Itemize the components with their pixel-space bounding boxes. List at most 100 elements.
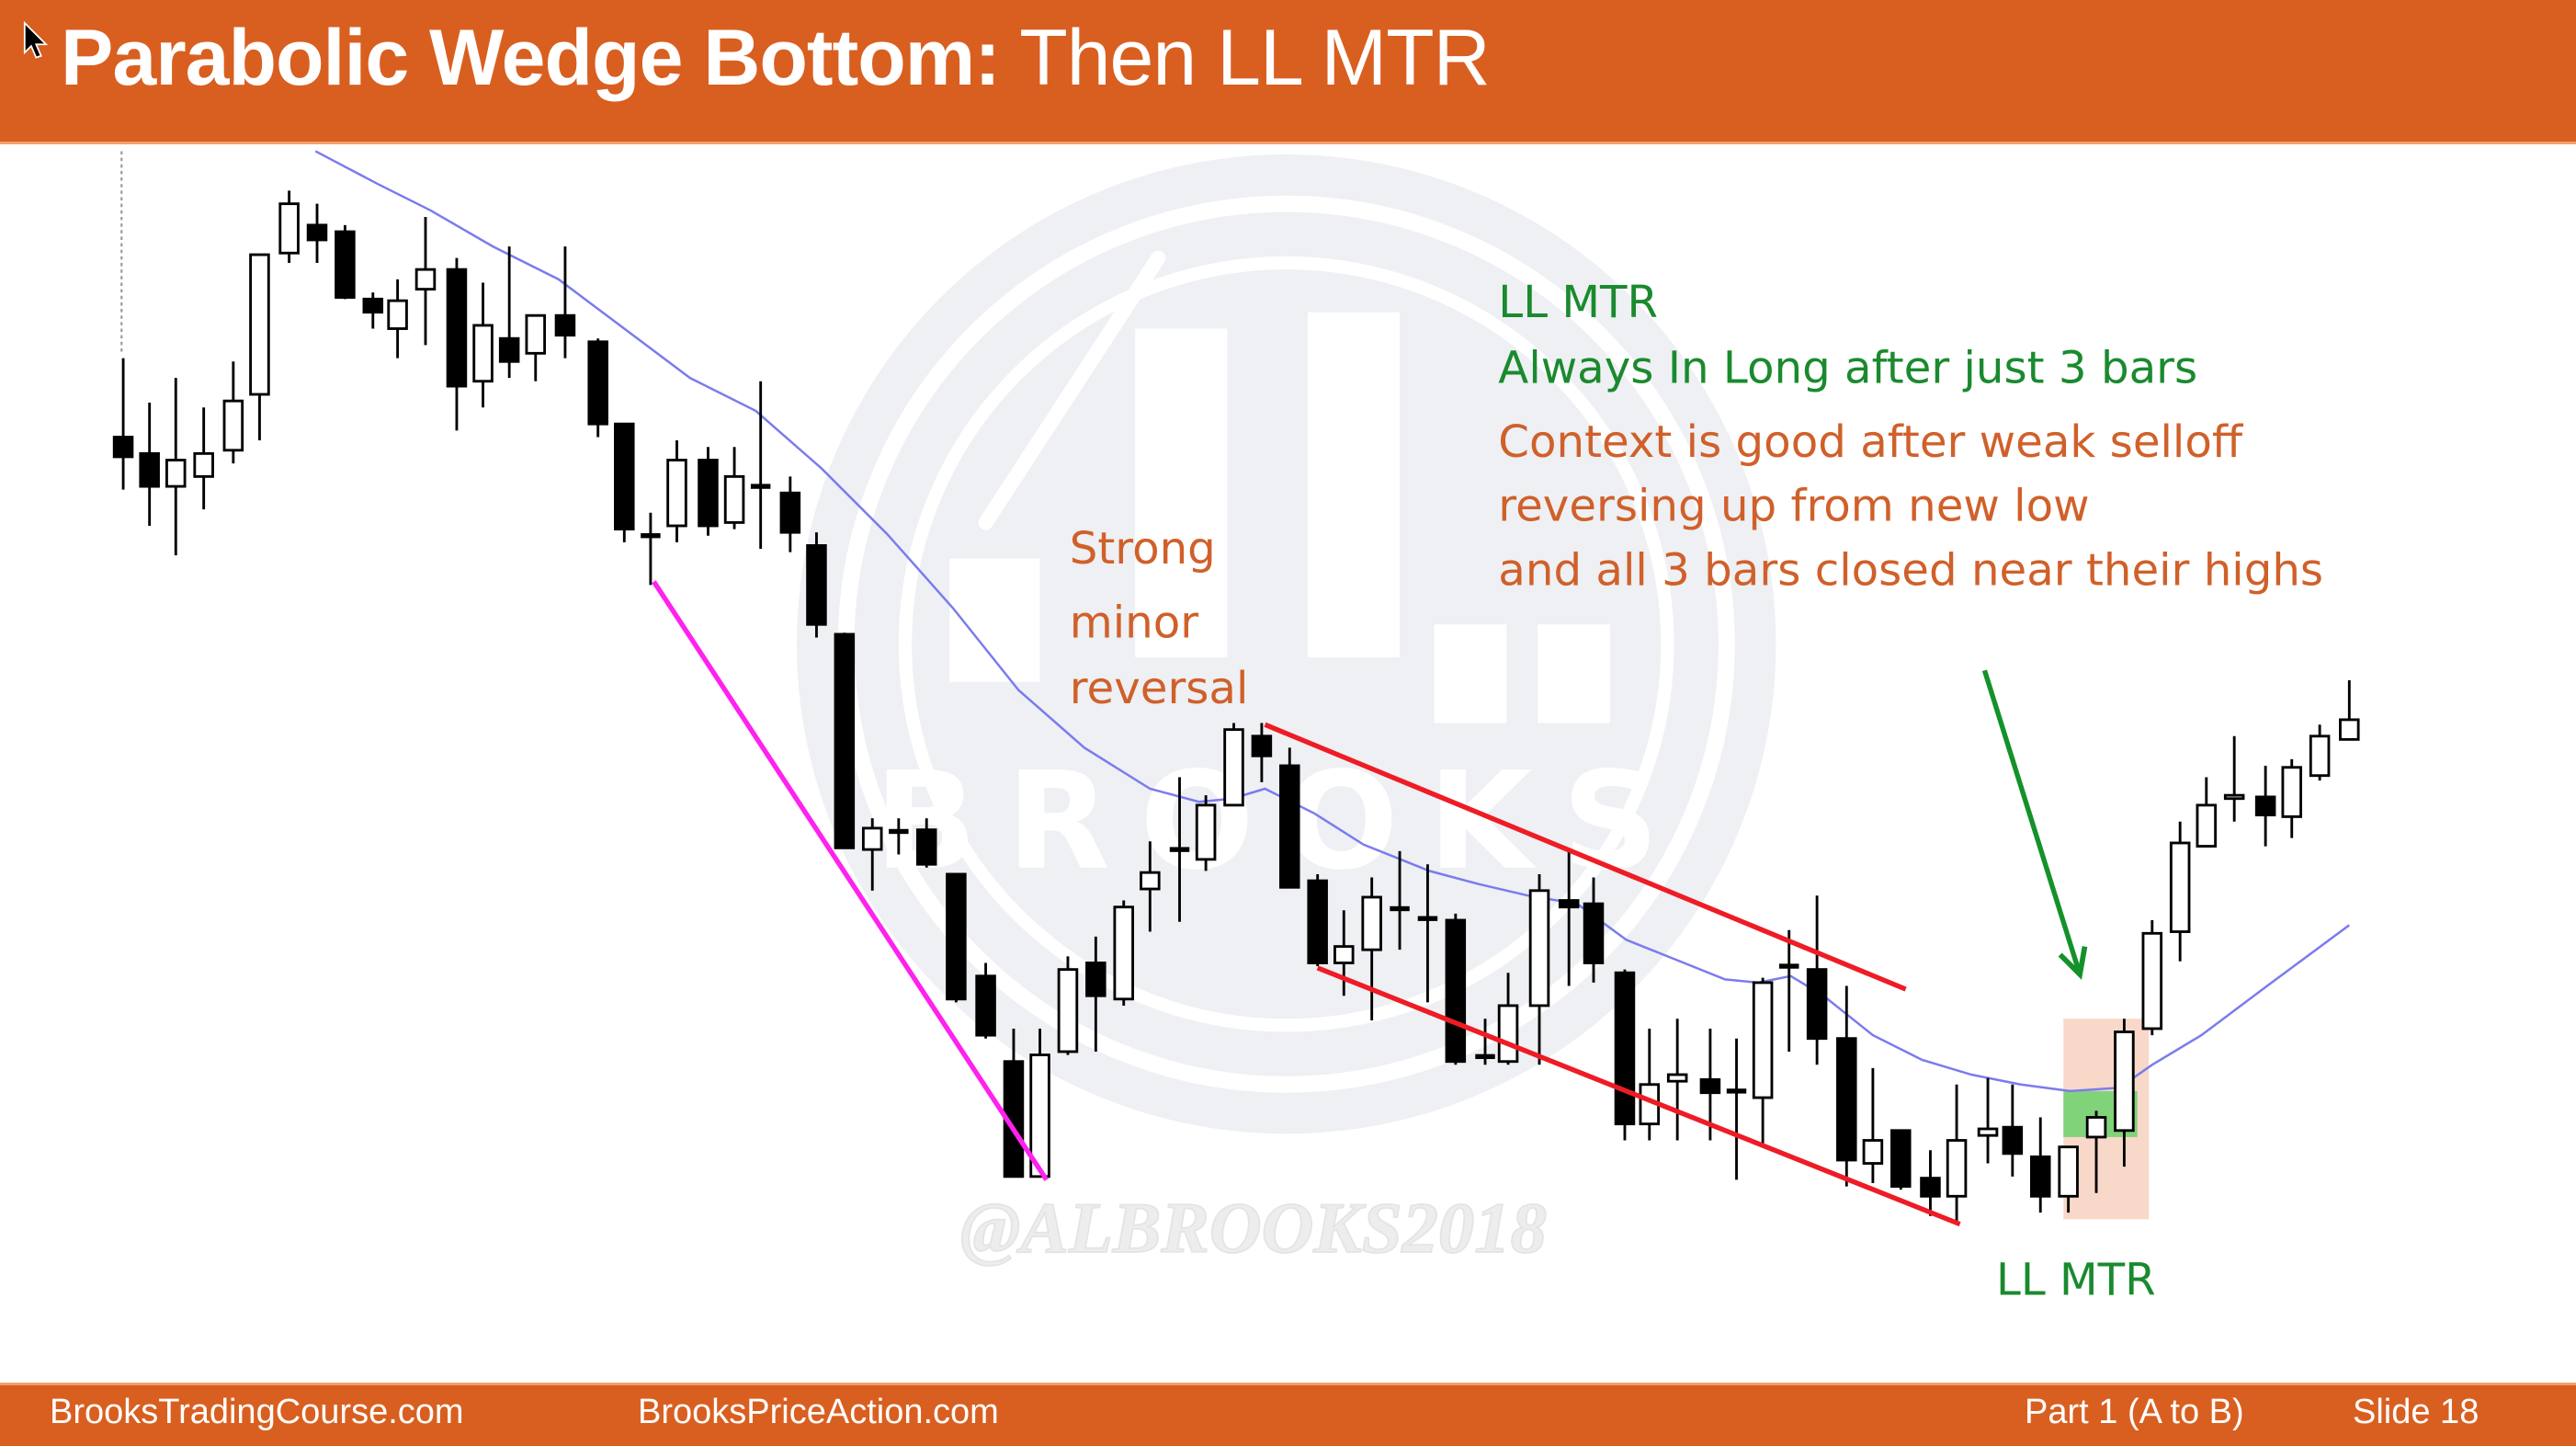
candle [1169,777,1190,922]
candle [1862,1067,1884,1183]
candle [554,246,576,359]
candle [2281,758,2303,838]
watermark-handle: @ALBROOKS2018 [960,1189,1547,1269]
candle [1890,1129,1912,1190]
ll-mtr-bottom-label: LL MTR [1996,1255,2156,1306]
candle [2254,765,2276,847]
candle [614,422,635,542]
candle [1726,1038,1747,1180]
candle [362,292,384,329]
context-line-3: and all 3 bars closed near their highs [1498,544,2323,596]
candle [1977,1077,1999,1164]
candle [1057,956,1079,1055]
candle [1223,723,1244,807]
candle [1029,1028,1050,1178]
candle [222,361,244,464]
trend-lines [652,580,1961,1227]
candle [1085,936,1106,1052]
candle [1195,795,1217,871]
candle [2309,724,2331,781]
candle [779,476,801,552]
ema-line [314,150,2351,1093]
candle [2339,680,2360,741]
candle [1836,985,1857,1187]
candle [2058,1145,2079,1213]
candle [414,216,437,346]
candle [834,632,856,849]
candle [278,190,300,263]
ll-mtr-description: LL MTR Always In Long after just 3 bars … [1498,277,2323,596]
candle [1390,850,1410,951]
candle [806,532,827,638]
candle [139,402,160,526]
candle [1528,873,1550,1065]
candle [1361,877,1382,1021]
candle [1475,1019,1495,1065]
always-in-long-text: Always In Long after just 3 bars [1498,342,2197,393]
candle [975,962,996,1039]
candle [587,338,608,438]
candle [1920,1150,1941,1216]
candle [2085,1110,2107,1193]
title-bar: Parabolic Wedge Bottom: Then LL MTR [0,0,2576,144]
candle [1779,929,1799,1052]
candle [750,381,771,550]
strong-minor-reversal-label: Strong minor reversal [1070,523,1249,714]
candle [1140,841,1161,932]
label-minor: minor [1070,598,1199,649]
channel-top [1264,722,1907,992]
slide-title: Parabolic Wedge Bottom: Then LL MTR [61,13,1491,104]
candle [1251,723,1273,782]
candle [915,818,937,868]
candle [1307,873,1328,967]
arrow-down-icon [1981,669,2088,980]
watermark-brooks-text: BROOKS [874,743,1688,900]
candle [446,257,468,431]
candle [1946,1084,1968,1223]
mouse-cursor-icon [23,20,49,59]
candle [2196,777,2218,848]
candle [666,440,687,542]
label-reversal: reversal [1070,663,1249,714]
label-strong: Strong [1070,523,1216,575]
candle [2002,1084,2024,1177]
candle [1614,969,1636,1141]
candle [1752,977,1774,1147]
candle [498,246,520,379]
candle [2169,821,2191,962]
candle [1113,900,1134,1006]
title-bold: Parabolic Wedge Bottom: [61,14,1001,102]
candle [112,358,134,490]
candle [641,512,661,586]
candle [698,447,719,536]
candle [1583,877,1605,983]
candle [889,818,909,855]
candle [1666,1019,1688,1141]
candle [1639,1028,1661,1141]
candle [723,447,745,529]
candle [2114,1019,2135,1167]
candle [472,282,494,408]
context-line-1: Context is good after weak selloff [1498,416,2244,468]
candle [335,224,356,300]
footer-bar: BrooksTradingCourse.com BrooksPriceActio… [0,1383,2576,1446]
candle [946,872,967,1003]
candle [1003,1028,1025,1178]
candle [525,313,547,381]
candle [1445,913,1467,1065]
candle [1558,848,1580,986]
footer-site-1[interactable]: BrooksTradingCourse.com [50,1393,464,1431]
candle [1806,895,1828,1065]
candle [306,203,328,263]
footer-part: Part 1 (A to B) [2025,1393,2244,1431]
candle [1417,864,1438,1003]
footer-site-2[interactable]: BrooksPriceAction.com [638,1393,999,1431]
ll-mtr-heading: LL MTR [1498,277,1658,328]
wedge-line [652,580,1049,1181]
candle [2029,1117,2051,1213]
channel-bottom [1316,965,1961,1227]
candle [1333,910,1355,996]
candle [387,279,408,359]
